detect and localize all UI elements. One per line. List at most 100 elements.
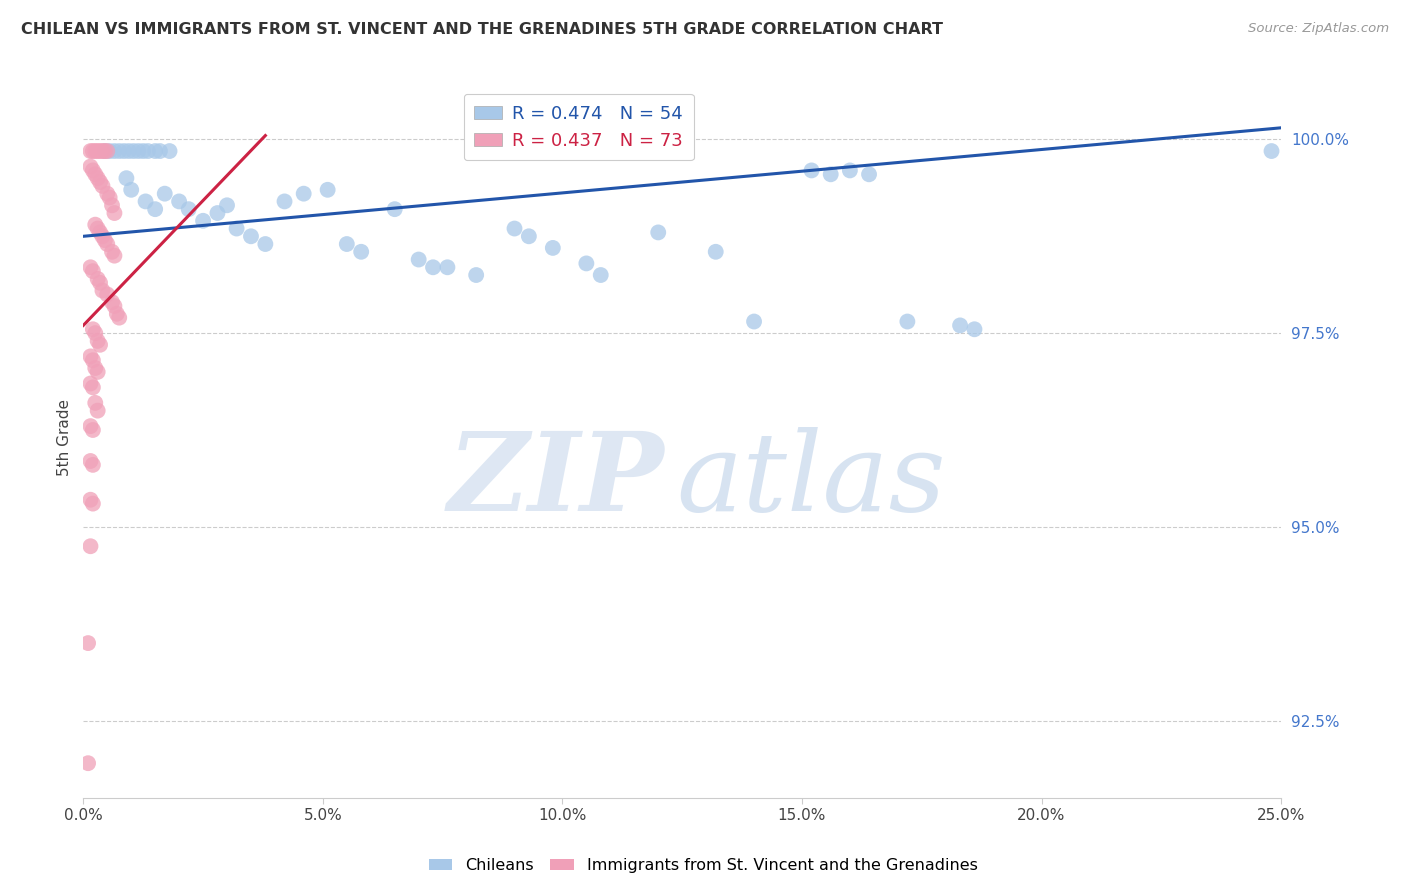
Point	[949, 318, 972, 333]
Point	[82, 497, 104, 511]
Point	[89, 144, 111, 158]
Text: ZIP: ZIP	[447, 427, 664, 534]
Point	[89, 276, 111, 290]
Point	[132, 144, 155, 158]
Point	[127, 144, 149, 158]
Point	[86, 403, 108, 417]
Y-axis label: 5th Grade: 5th Grade	[58, 400, 72, 476]
Point	[86, 334, 108, 348]
Point	[94, 144, 117, 158]
Point	[384, 202, 406, 216]
Point	[136, 144, 159, 158]
Point	[79, 376, 101, 391]
Point	[135, 194, 157, 209]
Point	[517, 229, 540, 244]
Point	[503, 221, 526, 235]
Point	[86, 221, 108, 235]
Point	[79, 160, 101, 174]
Point	[89, 338, 111, 352]
Text: atlas: atlas	[676, 427, 946, 534]
Legend: Chileans, Immigrants from St. Vincent and the Grenadines: Chileans, Immigrants from St. Vincent an…	[422, 852, 984, 880]
Point	[122, 144, 145, 158]
Point	[422, 260, 444, 275]
Point	[91, 178, 114, 193]
Point	[82, 353, 104, 368]
Point	[94, 233, 117, 247]
Point	[77, 756, 100, 771]
Point	[589, 268, 612, 282]
Point	[79, 260, 101, 275]
Point	[118, 144, 141, 158]
Point	[98, 144, 121, 158]
Point	[105, 307, 128, 321]
Point	[86, 365, 108, 379]
Point	[86, 272, 108, 286]
Point	[96, 237, 118, 252]
Point	[98, 190, 121, 204]
Point	[84, 218, 107, 232]
Point	[82, 458, 104, 472]
Point	[215, 198, 238, 212]
Point	[408, 252, 430, 267]
Point	[89, 175, 111, 189]
Point	[84, 361, 107, 376]
Point	[820, 167, 842, 181]
Point	[103, 249, 125, 263]
Point	[436, 260, 458, 275]
Point	[240, 229, 263, 244]
Point	[336, 237, 359, 252]
Point	[149, 144, 172, 158]
Point	[89, 226, 111, 240]
Point	[86, 171, 108, 186]
Point	[79, 492, 101, 507]
Point	[858, 167, 880, 181]
Point	[647, 226, 669, 240]
Point	[704, 244, 727, 259]
Point	[82, 264, 104, 278]
Point	[79, 144, 101, 158]
Point	[112, 144, 135, 158]
Point	[82, 380, 104, 394]
Point	[225, 221, 247, 235]
Point	[82, 322, 104, 336]
Point	[896, 314, 918, 328]
Point	[79, 454, 101, 468]
Point	[207, 206, 229, 220]
Point	[273, 194, 295, 209]
Point	[153, 186, 176, 201]
Point	[79, 350, 101, 364]
Point	[84, 167, 107, 181]
Point	[101, 244, 124, 259]
Point	[82, 163, 104, 178]
Point	[101, 295, 124, 310]
Point	[177, 202, 200, 216]
Point	[1260, 144, 1282, 158]
Point	[191, 214, 214, 228]
Point	[86, 144, 108, 158]
Point	[108, 310, 131, 325]
Text: Source: ZipAtlas.com: Source: ZipAtlas.com	[1249, 22, 1389, 36]
Text: CHILEAN VS IMMIGRANTS FROM ST. VINCENT AND THE GRENADINES 5TH GRADE CORRELATION : CHILEAN VS IMMIGRANTS FROM ST. VINCENT A…	[21, 22, 943, 37]
Point	[120, 183, 142, 197]
Point	[167, 194, 190, 209]
Point	[84, 396, 107, 410]
Legend: R = 0.474   N = 54, R = 0.437   N = 73: R = 0.474 N = 54, R = 0.437 N = 73	[464, 94, 695, 161]
Point	[96, 186, 118, 201]
Point	[82, 423, 104, 437]
Point	[115, 171, 138, 186]
Point	[465, 268, 488, 282]
Point	[108, 144, 131, 158]
Point	[79, 419, 101, 434]
Point	[742, 314, 765, 328]
Point	[84, 144, 107, 158]
Point	[82, 144, 104, 158]
Point	[575, 256, 598, 270]
Point	[316, 183, 339, 197]
Point	[541, 241, 564, 255]
Point	[91, 284, 114, 298]
Point	[103, 299, 125, 313]
Point	[91, 144, 114, 158]
Point	[292, 186, 315, 201]
Point	[77, 636, 100, 650]
Point	[838, 163, 860, 178]
